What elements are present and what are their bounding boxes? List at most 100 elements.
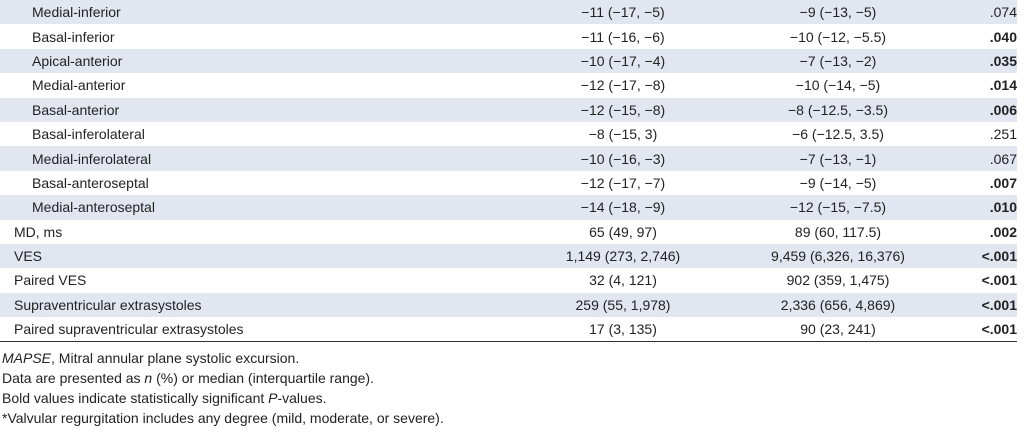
footnote-abbrev-text: , Mitral annular plane systolic excursio… [51,350,300,366]
row-label: Paired VES [14,272,87,289]
group1-value: −11 (−16, −6) [581,28,665,45]
group1-cell: −12 (−17, −8) [472,73,738,97]
group1-value: −14 (−18, −9) [580,199,666,216]
row-label: Medial-inferolateral [0,146,472,171]
table-row: VES 1,149 (273, 2,746) 9,459 (6,326, 16,37… [0,243,1017,269]
group2-value: 902 (359, 1,475) [786,272,890,289]
row-label: Basal-inferolateral [32,126,145,143]
group1-value: −12 (−15, −8) [580,101,666,118]
group1-value: −12 (−17, −8) [580,77,666,94]
group1-value: 259 (55, 1,978) [575,296,671,313]
group1-value: −10 (−17, −4) [580,52,666,69]
group2-value: 90 (23, 241) [800,321,876,338]
table-row: Apical-anterior −10 (−17, −4) −7 (−13, −2)… [0,48,1017,74]
p-value: <.001 [938,292,1017,318]
footnote-data-pre: Data are presented as [2,370,145,386]
row-label: Basal-anteroseptal [32,174,149,191]
table-row: Basal-anteroseptal −12 (−17, −7) −9 (−14, … [0,171,1017,195]
table-row: Basal-inferolateral −8 (−15, 3) −6 (−12.5,… [0,122,1017,146]
group2-value: 2,336 (656, 4,869) [738,292,938,318]
p-value: .035 [938,48,1017,74]
p-value: .006 [938,97,1017,122]
row-label: Basal-inferior [32,28,115,45]
group1-cell: −8 (−15, 3) [472,122,738,146]
table-row: Medial-inferolateral −10 (−16, −3) −7 (−13… [0,146,1017,171]
group1-cell: 65 (49, 97) [472,220,738,244]
footnote-abbreviation: MAPSE, Mitral annular plane systolic exc… [2,348,444,368]
table-row: Medial-anterior −12 (−17, −8) −10 (−14, −5… [0,73,1017,97]
group1-value: −8 (−15, 3) [588,126,658,143]
footnote-bold-pre: Bold values indicate statistically signi… [2,390,269,406]
group2-value: 9,459 (6,326, 16,376) [738,243,938,269]
p-value: <.001 [981,272,1017,289]
footnote-data-post: (%) or median (interquartile range). [152,370,374,386]
group1-cell: 17 (3, 135) [472,317,738,341]
group2-value: −7 (−13, −1) [738,146,938,171]
footnote-data-n: n [144,370,153,386]
row-label: Paired supraventricular extrasystoles [14,321,244,338]
row-label: Supraventricular extrasystoles [0,292,472,318]
footnote-data-format: Data are presented as n (%) or median (i… [2,368,444,388]
group2-value: −10 (−14, −5) [795,77,881,94]
group1-value: 65 (49, 97) [589,223,657,240]
row-label: Apical-anterior [0,48,472,74]
row-label: Medial-anterior [32,77,126,94]
row-label: VES [0,243,472,269]
table-row: Supraventricular extrasystoles 259 (55, 1… [0,292,1017,318]
group1-value: 1,149 (273, 2,746) [565,248,681,265]
group2-value: −6 (−12.5, 3.5) [792,126,884,143]
table-bottom-rule [0,341,1017,342]
footnote-bold-post: -values. [277,390,327,406]
group1-cell: −10 (−17, −4) [472,48,738,74]
p-value: .014 [989,77,1017,94]
group1-value: 17 (3, 135) [589,321,657,338]
group1-cell: 259 (55, 1,978) [472,292,738,318]
row-label: Medial-anteroseptal [0,195,472,220]
p-value: .074 [938,0,1017,25]
group1-value: 32 (4, 121) [589,272,657,289]
p-value: .002 [989,223,1017,240]
group1-cell: −14 (−18, −9) [472,195,738,220]
footnote-bold-p: P [268,390,278,406]
results-table: Medial-inferior −11 (−17, −5) −9 (−13, −5)… [0,0,1017,341]
table-row: Medial-inferior −11 (−17, −5) −9 (−13, −5)… [0,0,1017,25]
row-label: MD, ms [14,223,63,240]
row-label: Basal-anterior [0,97,472,122]
group2-value: −8 (−12.5, −3.5) [738,97,938,122]
p-value: .010 [938,195,1017,220]
table-row: Basal-inferior −11 (−16, −6) −10 (−12, −5.… [0,24,1017,48]
table-row: Basal-anterior −12 (−15, −8) −8 (−12.5, −3… [0,97,1017,122]
group1-value: −11 (−17, −5) [581,4,665,21]
p-value: <.001 [938,243,1017,269]
p-value: .067 [938,146,1017,171]
group1-value: −12 (−17, −7) [580,174,666,191]
results-table-body: Medial-inferior −11 (−17, −5) −9 (−13, −5)… [0,0,1017,341]
group1-cell: 1,149 (273, 2,746) [472,243,738,269]
table-row: Medial-anteroseptal −14 (−18, −9) −12 (−15… [0,195,1017,220]
group1-cell: −12 (−15, −8) [472,97,738,122]
p-value: <.001 [981,321,1017,338]
table-row: Paired VES 32 (4, 121) 902 (359, 1,475) <.0… [0,268,1017,292]
group2-value: −9 (−13, −5) [738,0,938,25]
group2-value: 89 (60, 117.5) [794,223,882,240]
group2-value: −12 (−15, −7.5) [738,195,938,220]
footnote-bold-values: Bold values indicate statistically signi… [2,388,444,408]
p-value: .007 [989,174,1017,191]
group2-value: −10 (−12, −5.5) [789,28,887,45]
table-row: Paired supraventricular extrasystoles 17 … [0,317,1017,341]
footnote-abbrev-term: MAPSE [2,350,52,366]
row-label: Medial-inferior [0,0,472,25]
group1-cell: −11 (−17, −5) [472,0,738,25]
group2-value: −9 (−14, −5) [799,174,877,191]
group2-value: −7 (−13, −2) [738,48,938,74]
table-footnotes: MAPSE, Mitral annular plane systolic exc… [2,348,444,428]
table-row: MD, ms 65 (49, 97) 89 (60, 117.5) .002 [0,220,1017,244]
p-value: .251 [989,126,1017,143]
p-value: .040 [989,28,1017,45]
group1-value: −10 (−16, −3) [580,150,666,167]
group1-cell: −12 (−17, −7) [472,171,738,195]
group1-cell: −11 (−16, −6) [472,24,738,48]
group1-cell: −10 (−16, −3) [472,146,738,171]
footnote-valvular: *Valvular regurgitation includes any deg… [2,410,444,426]
